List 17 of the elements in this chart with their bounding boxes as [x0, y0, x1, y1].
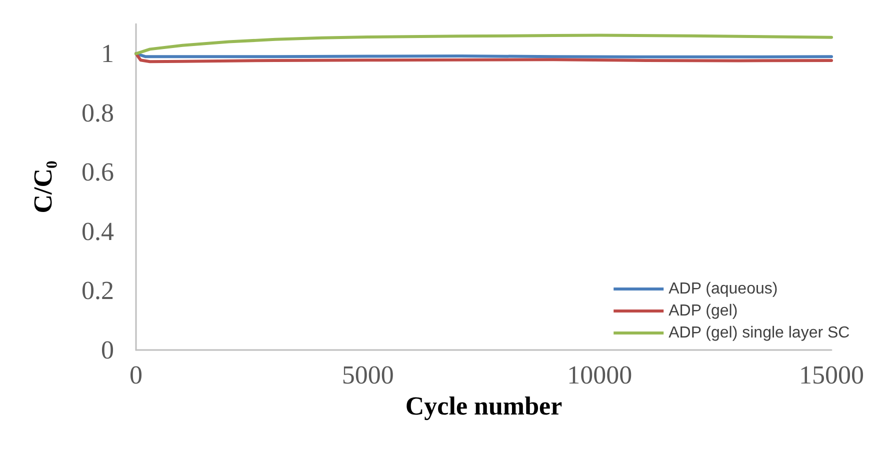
y-tick-label: 0.8 [82, 98, 114, 128]
x-tick-label: 5000 [342, 360, 394, 390]
y-axis-title: C/C₀ [28, 160, 58, 214]
line-series [134, 34, 833, 56]
legend-label: ADP (gel) single layer SC [668, 324, 850, 342]
line-series [134, 52, 833, 64]
legend-label: ADP (gel) [668, 302, 738, 320]
x-tick-label: 0 [130, 360, 142, 390]
y-tick-label: 0.2 [82, 276, 114, 306]
y-tick-label: 0.4 [82, 216, 114, 246]
x-axis-title: Cycle number [405, 391, 562, 420]
legend-label: ADP (aqueous) [668, 280, 778, 298]
y-tick-label: 0 [101, 336, 114, 364]
y-tick-label: 0.6 [82, 158, 114, 187]
x-tick-label: 15000 [799, 360, 864, 390]
x-tick-label: 10000 [567, 360, 632, 390]
y-tick-label: 1 [101, 39, 114, 68]
